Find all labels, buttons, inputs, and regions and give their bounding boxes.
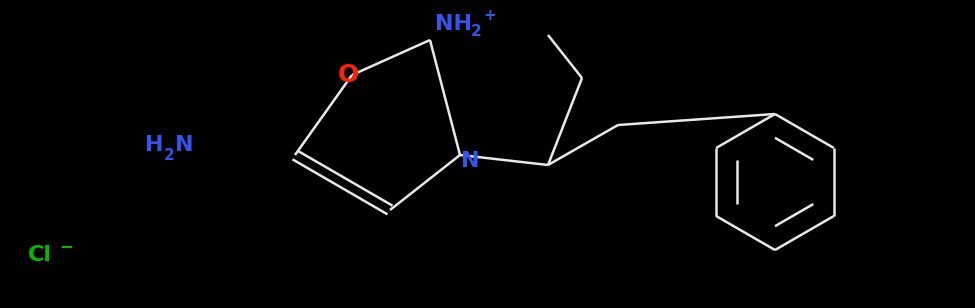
Text: N: N [175,135,193,155]
Text: O: O [337,63,359,87]
Text: N: N [461,151,480,171]
Text: NH: NH [435,14,472,34]
Text: +: + [483,7,495,22]
Text: H: H [145,135,164,155]
Text: −: − [59,237,73,255]
Text: 2: 2 [471,23,482,38]
Text: 2: 2 [164,148,175,163]
Text: Cl: Cl [28,245,52,265]
